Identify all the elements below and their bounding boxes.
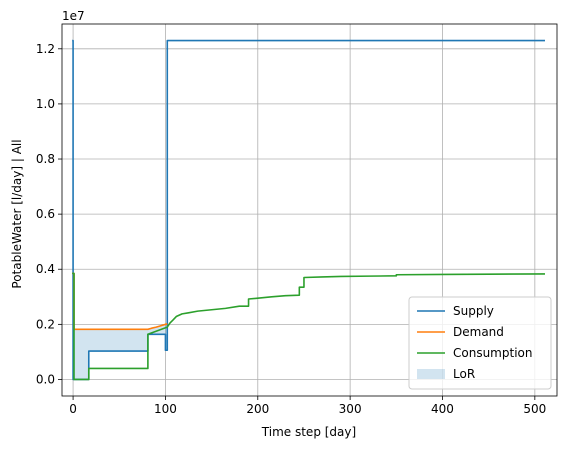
lor-area [74, 323, 168, 380]
grid [62, 24, 557, 396]
lor-fill [74, 323, 168, 380]
x-tick-label: 400 [431, 402, 454, 416]
legend-label-demand: Demand [453, 325, 504, 339]
axes [58, 23, 558, 400]
y-tick-label: 1.0 [36, 97, 55, 111]
x-tick-label: 300 [339, 402, 362, 416]
legend-label-supply: Supply [453, 304, 494, 318]
y-tick-label: 0.0 [36, 372, 55, 386]
legend-swatch-lor [417, 369, 445, 379]
plot-frame [61, 23, 558, 397]
series-line-demand [72, 272, 168, 331]
y-axis-label: PotableWater [l/day] | All [10, 139, 24, 288]
x-tick-label: 500 [523, 402, 546, 416]
y-offset-label: 1e7 [62, 9, 85, 23]
series-line-consumption [72, 272, 545, 381]
x-tick-label: 200 [246, 402, 269, 416]
y-tick-label: 0.6 [36, 207, 55, 221]
legend: Supply Demand Consumption LoR [408, 296, 552, 390]
y-tick-label: 1.2 [36, 42, 55, 56]
y-tick-label: 0.8 [36, 152, 55, 166]
y-tick-label: 0.4 [36, 262, 55, 276]
tick-labels: 0 100 200 300 400 500 0.0 0.2 0.4 0.6 0.8 1.0 1.2 [36, 42, 546, 416]
y-tick-label: 0.2 [36, 317, 55, 331]
x-tick-label: 100 [154, 402, 177, 416]
series-lines [72, 39, 545, 381]
legend-label-consumption: Consumption [453, 346, 532, 360]
x-axis-label: Time step [day] [261, 425, 356, 439]
x-tick-label: 0 [69, 402, 77, 416]
legend-label-lor: LoR [453, 367, 475, 381]
legend-box [408, 296, 552, 390]
